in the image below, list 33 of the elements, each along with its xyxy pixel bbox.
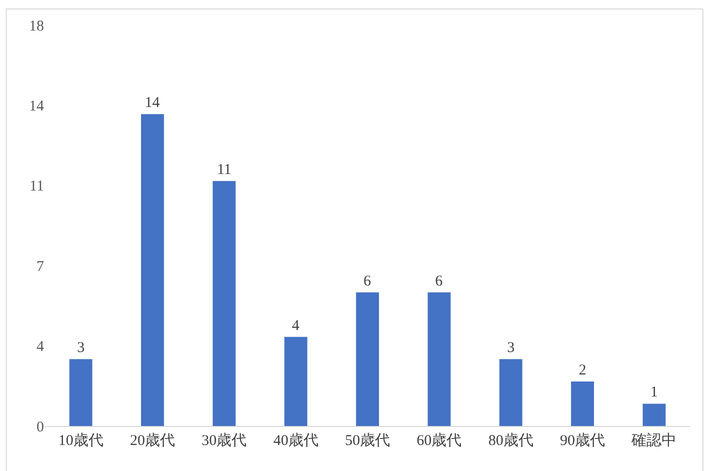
bar bbox=[499, 359, 522, 426]
bar bbox=[571, 381, 594, 426]
data-label: 14 bbox=[144, 95, 160, 112]
data-label: 11 bbox=[216, 162, 232, 178]
x-tick-label: 40歳代 bbox=[273, 432, 318, 449]
data-label: 6 bbox=[364, 273, 372, 290]
x-tick-label: 30歳代 bbox=[202, 432, 247, 449]
data-label: 3 bbox=[77, 340, 85, 356]
x-tick-label: 確認中 bbox=[630, 432, 677, 449]
y-tick-label: 7 bbox=[36, 258, 44, 275]
x-tick-label: 90歳代 bbox=[560, 432, 605, 449]
y-tick-label: 18 bbox=[29, 18, 44, 34]
data-label: 6 bbox=[435, 273, 444, 290]
bar bbox=[141, 114, 164, 426]
y-tick-label: 4 bbox=[36, 339, 44, 356]
data-label: 4 bbox=[292, 318, 300, 334]
x-tick-label: 80歳代 bbox=[488, 432, 534, 449]
bar bbox=[642, 404, 666, 426]
bar bbox=[284, 336, 308, 426]
data-label: 1 bbox=[650, 384, 658, 401]
x-tick-label: 20歳代 bbox=[130, 432, 175, 449]
x-tick-label: 60歳代 bbox=[416, 432, 462, 449]
x-tick-label: 10歳代 bbox=[58, 432, 104, 449]
data-label: 2 bbox=[578, 362, 586, 378]
bar bbox=[212, 180, 236, 426]
bar bbox=[356, 292, 379, 426]
bar bbox=[69, 359, 92, 426]
y-tick-label: 0 bbox=[36, 419, 44, 436]
x-tick-label: 50歳代 bbox=[345, 432, 390, 449]
data-label: 3 bbox=[507, 340, 515, 356]
bar bbox=[428, 292, 451, 426]
y-tick-label: 11 bbox=[30, 178, 44, 195]
y-tick-label: 14 bbox=[29, 98, 44, 114]
